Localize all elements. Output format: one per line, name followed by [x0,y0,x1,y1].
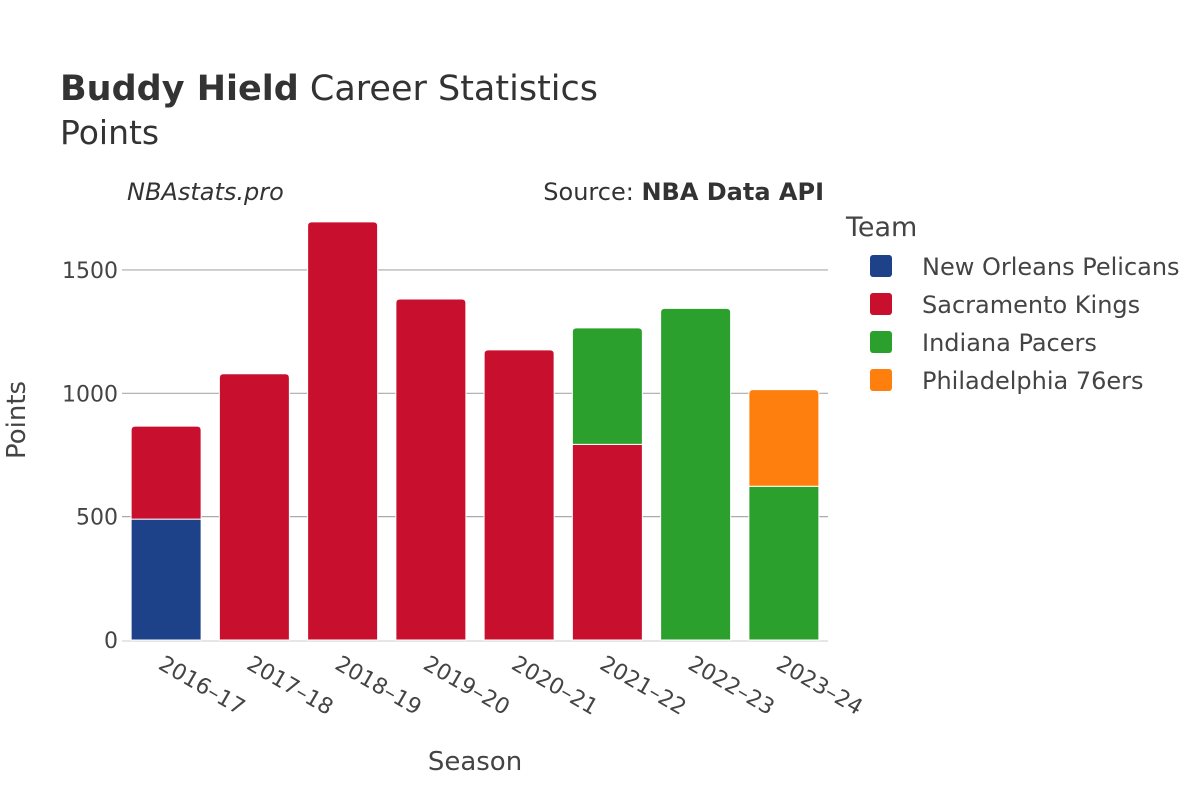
x-tick-label: 2017–18 [242,652,337,721]
bar-segment[interactable] [571,327,643,445]
bar-segment[interactable] [130,425,202,520]
legend-label[interactable]: Sacramento Kings [922,291,1140,319]
source-label: Source: NBA Data API [543,178,824,206]
watermark: NBAstats.pro [127,178,284,206]
bar-segment[interactable] [218,373,290,641]
legend-label[interactable]: Philadelphia 76ers [922,367,1144,395]
bar-segment[interactable] [395,298,467,641]
chart-subtitle: Points [60,113,159,152]
bar-segment[interactable] [660,307,732,641]
y-tick-label: 1500 [62,259,118,284]
legend-title: Team [845,212,917,243]
x-axis-title: Season [428,747,522,777]
legend-swatch [870,331,892,353]
chart-title: Buddy Hield Career Statistics [60,69,598,109]
x-tick-labels: 2016–172017–182018–192019–202020–212021–… [154,652,867,721]
bar-segment[interactable] [130,518,202,641]
y-tick-label: 1000 [62,382,118,407]
bar-segment[interactable] [748,485,820,641]
legend-label[interactable]: New Orleans Pelicans [922,253,1180,281]
x-tick-label: 2021–22 [595,652,690,721]
bar-segment[interactable] [483,349,555,641]
bar-segment[interactable] [571,443,643,641]
chart-title-rest: Career Statistics [299,69,598,109]
x-tick-label: 2022–23 [684,652,779,721]
source-prefix: Source: [543,178,641,206]
bar-segment[interactable] [307,221,379,641]
y-axis-title: Points [2,381,32,459]
x-tick-label: 2018–19 [331,652,426,721]
x-tick-label: 2016–17 [154,652,249,721]
legend-swatch [870,255,892,277]
y-tick-label: 0 [104,629,118,654]
legend-swatch [870,293,892,315]
legend: New Orleans Pelicans Sacramento Kings Indi… [870,253,1180,395]
bars [130,221,820,641]
chart-title-player: Buddy Hield [60,69,299,109]
x-tick-label: 2019–20 [419,652,514,721]
x-tick-label: 2023–24 [772,652,867,721]
legend-label[interactable]: Indiana Pacers [922,329,1097,357]
x-tick-label: 2020–21 [507,652,602,721]
y-tick-label: 500 [76,506,118,531]
legend-swatch [870,369,892,391]
y-tick-labels: 0 500 1000 1500 [62,259,118,654]
source-name: NBA Data API [641,178,824,206]
bar-segment[interactable] [748,389,820,487]
